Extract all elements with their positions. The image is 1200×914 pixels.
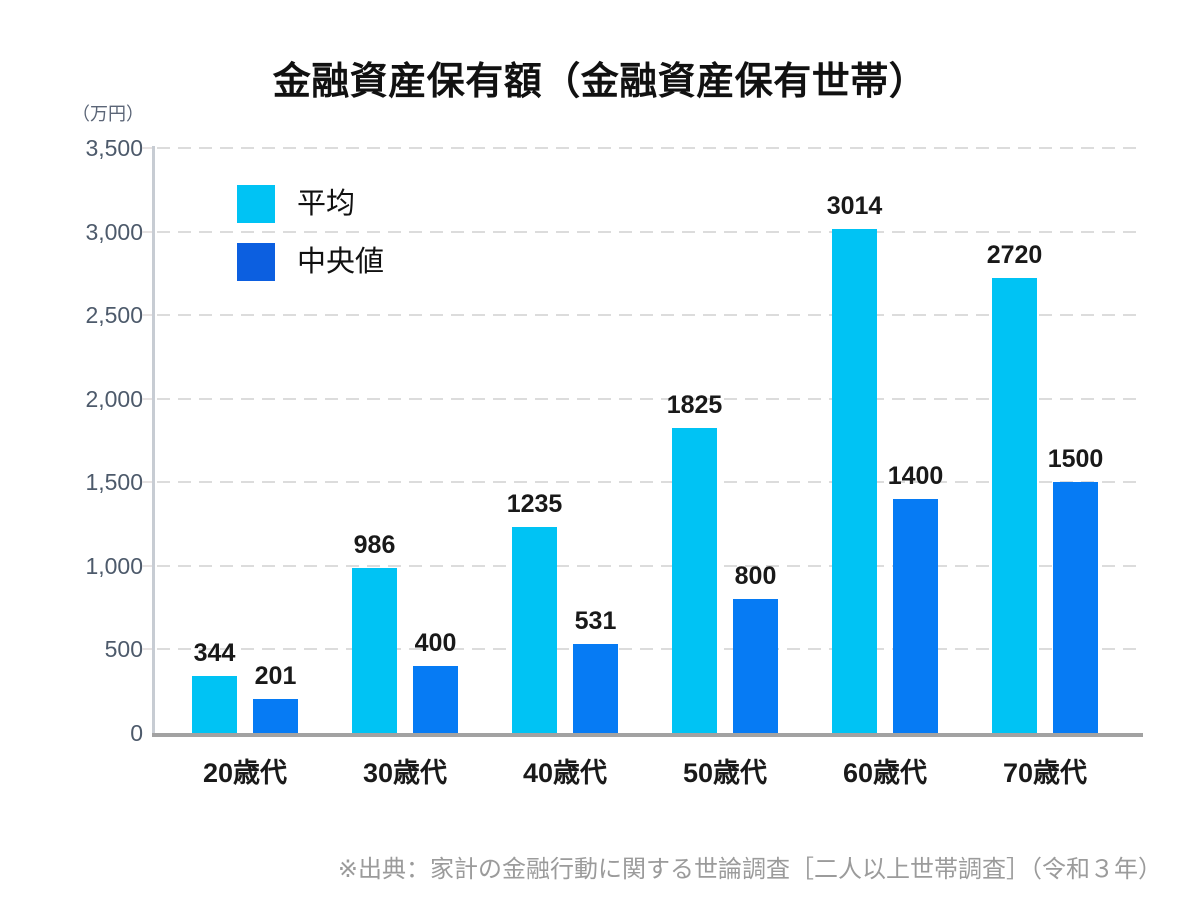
y-axis-tick-label: 500 — [104, 636, 143, 663]
x-axis-labels: 20歳代 30歳代 40歳代 50歳代 60歳代 70歳代 — [155, 751, 1140, 791]
bar-value-label: 344 — [193, 638, 236, 667]
y-axis-tick-mark — [142, 147, 152, 149]
y-axis-tick-label: 3,000 — [85, 218, 143, 245]
y-axis-tick-label: 1,500 — [85, 469, 143, 496]
y-axis-tick-label: 2,000 — [85, 385, 143, 412]
y-axis-tick-mark — [142, 481, 152, 484]
gridline — [157, 397, 1140, 400]
y-axis-tick-label: 1,000 — [85, 552, 143, 579]
y-axis-tick-mark — [142, 564, 152, 567]
legend: 平均 中央値 — [237, 185, 384, 281]
gridline — [157, 481, 1140, 484]
bar-value-label: 3014 — [826, 192, 883, 221]
bar-value-label: 531 — [574, 607, 617, 636]
legend-row: 中央値 — [237, 243, 384, 281]
legend-label: 平均 — [297, 188, 356, 220]
x-axis-label: 50歳代 — [682, 758, 768, 788]
bar-value-label: 800 — [734, 562, 777, 591]
legend-swatch — [237, 243, 275, 281]
bar-value-label: 201 — [254, 662, 297, 691]
bar-median — [413, 666, 458, 733]
y-axis-tick-labels: 0 500 1,000 1,500 2,000 2,500 3,000 3,500 — [0, 135, 143, 746]
bar-value-label: 1825 — [666, 390, 723, 419]
gridline — [157, 230, 1140, 233]
bar-average — [352, 568, 397, 733]
bar-median — [573, 644, 618, 733]
y-axis-tick-mark — [142, 314, 152, 317]
x-axis-label: 20歳代 — [202, 758, 288, 788]
legend-label: 中央値 — [297, 246, 385, 278]
bar-value-label: 1235 — [506, 489, 563, 518]
x-axis-label: 40歳代 — [522, 758, 608, 788]
source-note: ※出典：家計の金融行動に関する世論調査［二人以上世帯調査］（令和３年） — [337, 856, 1162, 883]
bar-average — [832, 229, 877, 733]
y-axis-unit-label: （万円） — [72, 104, 144, 124]
plot-area: 344 201 986 400 1235 531 1825 800 3014 1400 2720 15… — [142, 146, 1143, 737]
y-axis-tick-label: 3,500 — [85, 135, 143, 161]
bar-average — [672, 427, 717, 733]
y-axis-line — [152, 146, 155, 737]
bar-average — [992, 278, 1037, 733]
gridline — [157, 147, 1140, 149]
x-axis-label: 60歳代 — [842, 758, 928, 788]
bar-value-label: 1500 — [1047, 445, 1104, 474]
legend-swatch — [237, 185, 275, 223]
gridline — [157, 314, 1140, 317]
y-axis-tick-mark — [142, 397, 152, 400]
y-axis-tick-label: 2,500 — [85, 302, 143, 329]
gridline — [157, 564, 1140, 567]
bar-median — [893, 499, 938, 733]
x-axis-label: 70歳代 — [1002, 758, 1088, 788]
bar-average — [512, 526, 557, 733]
bar-value-label: 2720 — [986, 241, 1043, 270]
bar-value-label: 1400 — [887, 462, 944, 490]
bar-median — [1053, 482, 1098, 733]
legend-row: 平均 — [237, 185, 384, 223]
gridline — [157, 648, 1140, 651]
bar-value-label: 400 — [414, 629, 457, 658]
bar-median — [253, 699, 298, 733]
y-axis-tick-mark — [142, 648, 152, 651]
y-axis-tick-label: 0 — [130, 720, 143, 746]
bar-value-label: 986 — [353, 531, 396, 560]
bar-average — [192, 675, 237, 733]
bar-median — [733, 599, 778, 733]
chart-title: 金融資産保有額（金融資産保有世帯） — [272, 61, 928, 103]
x-axis-baseline — [152, 733, 1143, 737]
x-axis-label: 30歳代 — [362, 758, 448, 788]
y-axis-tick-mark — [142, 230, 152, 233]
